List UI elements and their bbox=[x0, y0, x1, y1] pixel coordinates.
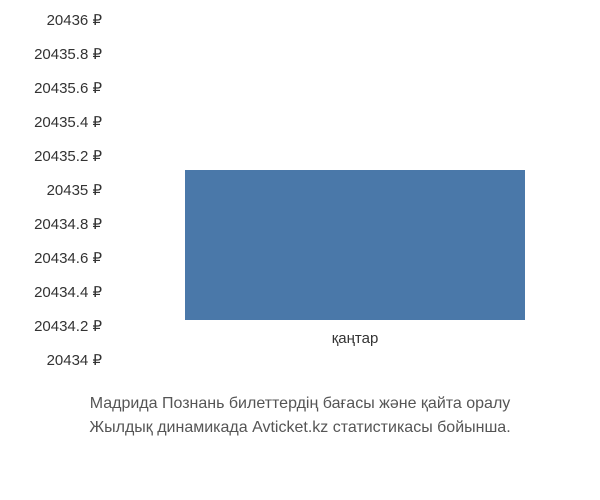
y-axis: 20436 ₽ 20435.8 ₽ 20435.6 ₽ 20435.4 ₽ 20… bbox=[0, 20, 110, 360]
y-tick-label: 20434.6 ₽ bbox=[34, 249, 102, 267]
caption-line-1: Мадрида Познань билеттердің бағасы және … bbox=[10, 392, 590, 416]
y-tick-label: 20434.2 ₽ bbox=[34, 317, 102, 335]
y-tick-label: 20435.6 ₽ bbox=[34, 79, 102, 97]
y-tick-label: 20435.8 ₽ bbox=[34, 45, 102, 63]
chart-container: 20436 ₽ 20435.8 ₽ 20435.6 ₽ 20435.4 ₽ 20… bbox=[0, 20, 600, 360]
caption-line-2: Жылдық динамикада Avticket.kz статистика… bbox=[10, 416, 590, 440]
y-tick-label: 20434.8 ₽ bbox=[34, 215, 102, 233]
y-tick-label: 20435.4 ₽ bbox=[34, 113, 102, 131]
y-tick-label: 20434.4 ₽ bbox=[34, 283, 102, 301]
y-tick-label: 20435 ₽ bbox=[47, 181, 102, 199]
y-tick-label: 20434 ₽ bbox=[47, 351, 102, 369]
x-tick-label: қаңтар bbox=[332, 330, 379, 347]
y-tick-label: 20435.2 ₽ bbox=[34, 147, 102, 165]
bar bbox=[185, 170, 525, 320]
plot-area: қаңтар bbox=[110, 20, 580, 320]
chart-caption: Мадрида Познань билеттердің бағасы және … bbox=[0, 392, 600, 440]
y-tick-label: 20436 ₽ bbox=[47, 11, 102, 29]
